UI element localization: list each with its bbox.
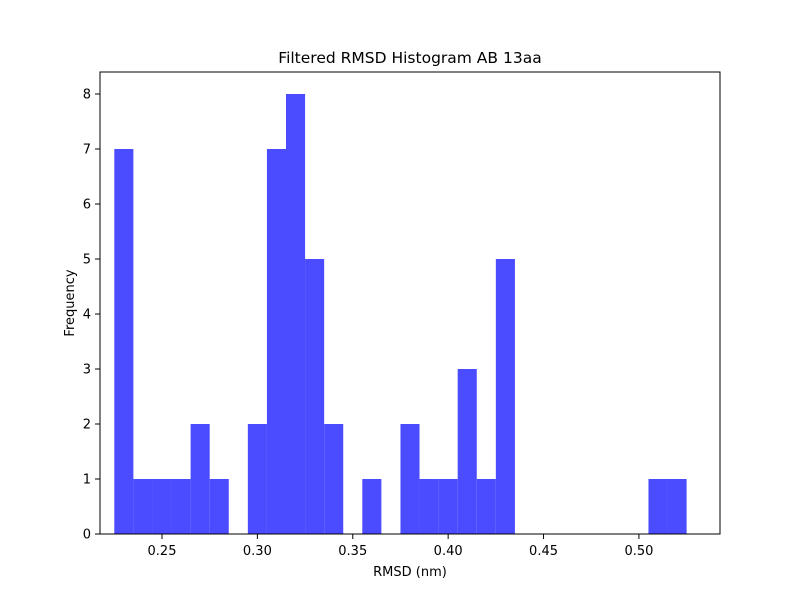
histogram-bar — [247, 424, 267, 534]
y-axis-label: Frequency — [63, 269, 78, 336]
histogram-bar — [324, 424, 344, 534]
histogram-bar — [114, 149, 134, 534]
x-tick-label: 0.35 — [338, 544, 367, 559]
x-tick-label: 0.50 — [624, 544, 653, 559]
y-tick-label: 4 — [83, 308, 91, 323]
plot-frame — [99, 71, 721, 535]
y-tick-label: 6 — [83, 198, 91, 213]
histogram-bar — [209, 479, 229, 534]
y-tick-label: 7 — [83, 143, 91, 158]
y-tick-label: 8 — [83, 88, 91, 103]
x-tick-label: 0.40 — [434, 544, 463, 559]
x-tick-label: 0.30 — [243, 544, 272, 559]
histogram-bar — [419, 479, 439, 534]
y-tick-label: 2 — [83, 418, 91, 433]
histogram-bar — [190, 424, 210, 534]
y-tick-label: 1 — [83, 473, 91, 488]
histogram-bar — [457, 369, 477, 534]
x-axis-label: RMSD (nm) — [373, 565, 447, 580]
y-tick-label: 0 — [83, 528, 91, 543]
histogram-bar — [305, 259, 325, 534]
histogram-bar — [266, 149, 286, 534]
histogram-bar — [286, 94, 306, 534]
x-axis: 0.25 0.30 0.35 0.40 0.45 0.50 — [148, 534, 653, 559]
bars-group — [114, 94, 687, 534]
x-tick-label: 0.45 — [529, 544, 558, 559]
y-tick-label: 3 — [83, 363, 91, 378]
histogram-bar — [648, 479, 668, 534]
histogram-bar — [438, 479, 458, 534]
chart-title: Filtered RMSD Histogram AB 13aa — [278, 49, 541, 67]
histogram-bar — [667, 479, 687, 534]
y-axis: 0 1 2 3 4 5 6 7 8 — [83, 88, 100, 543]
y-tick-label: 5 — [83, 253, 91, 268]
histogram-bar — [495, 259, 515, 534]
histogram-bar — [133, 479, 153, 534]
histogram-bar — [152, 479, 172, 534]
histogram-bar — [476, 479, 496, 534]
histogram-bar — [400, 424, 420, 534]
histogram-bar — [171, 479, 191, 534]
x-tick-label: 0.25 — [148, 544, 177, 559]
histogram-bar — [362, 479, 382, 534]
